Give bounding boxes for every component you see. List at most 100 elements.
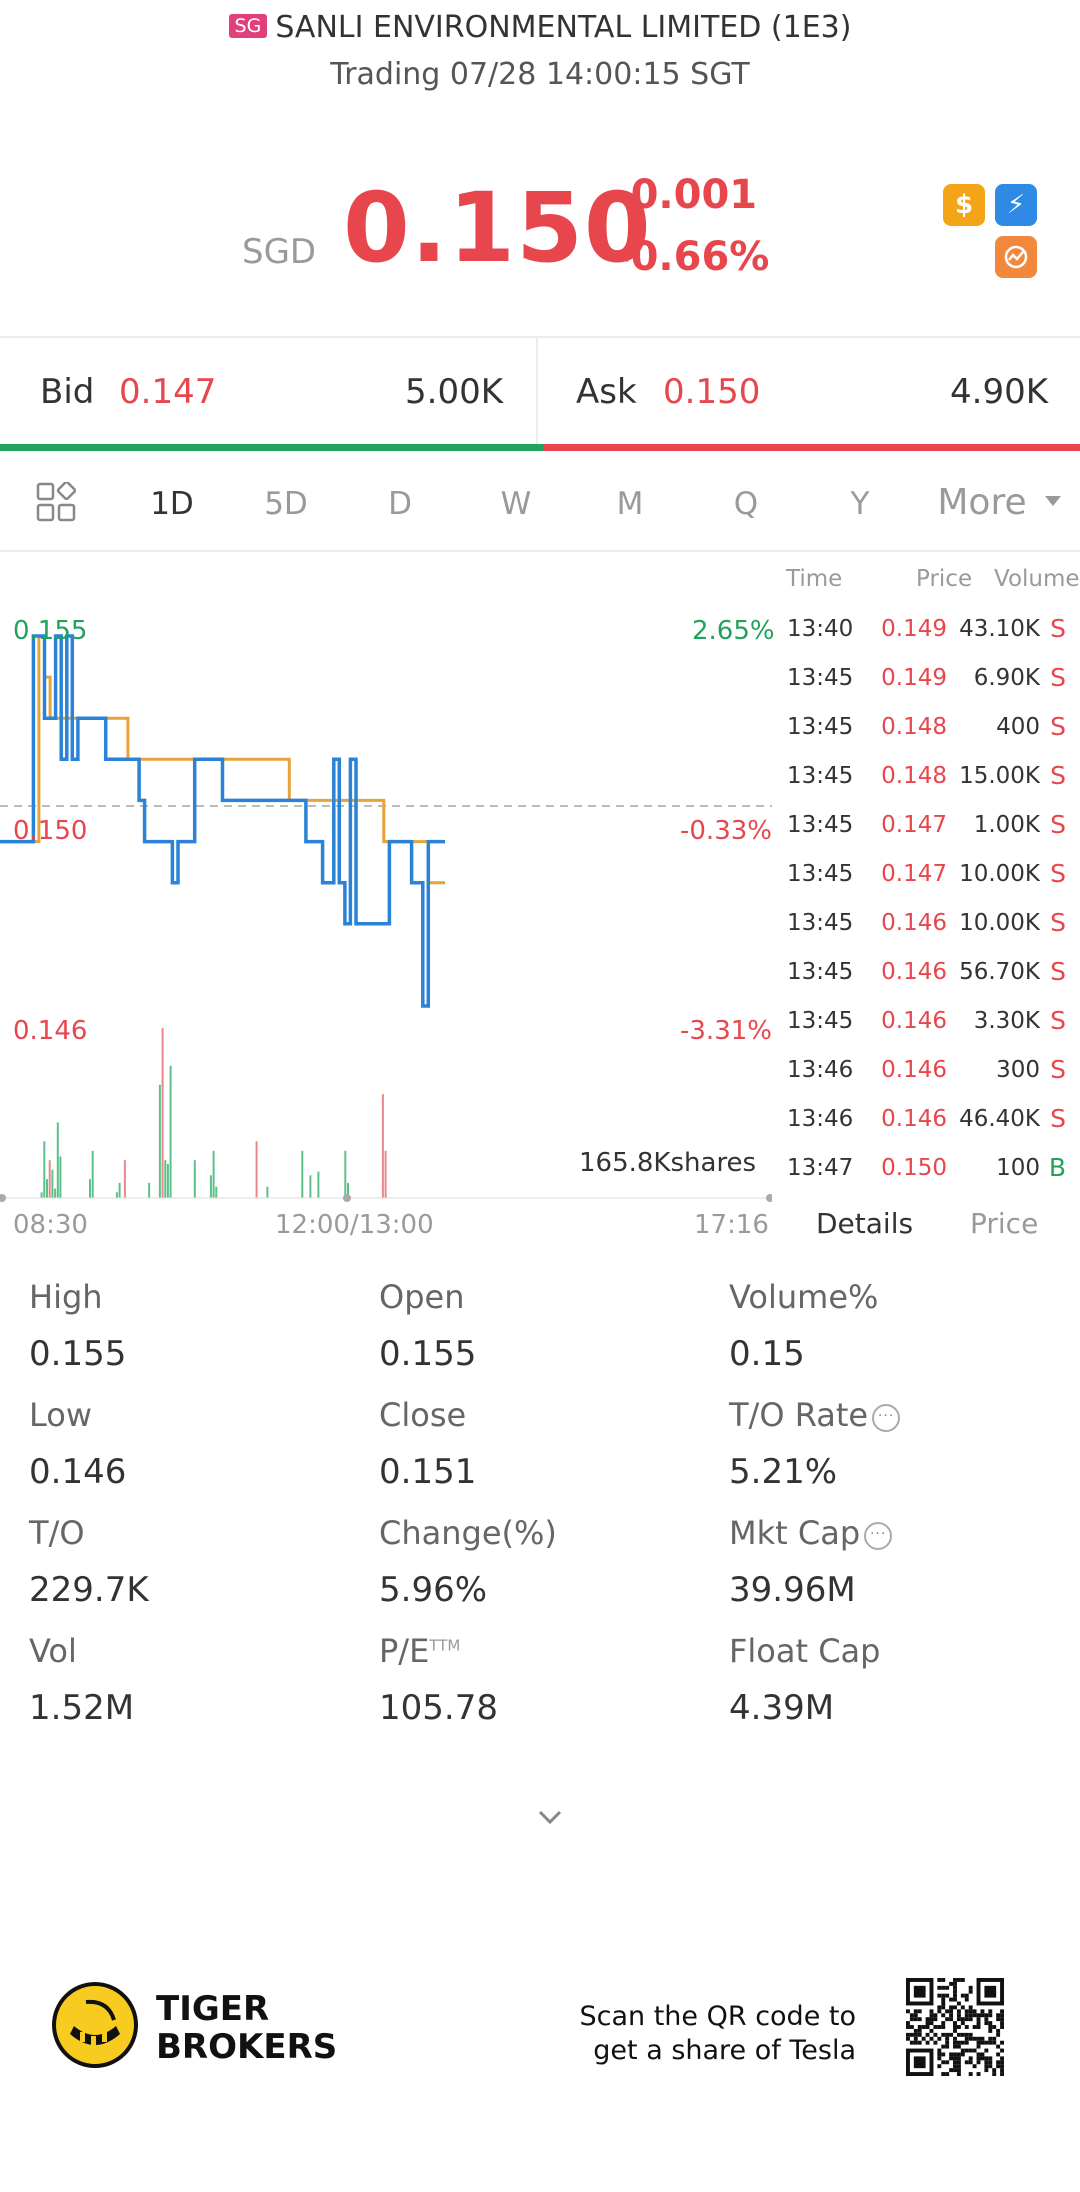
- x-label-lunch: 12:00/13:00: [275, 1210, 434, 1240]
- mkt-cap-label: Mkt Cap: [729, 1514, 861, 1552]
- mkt-cap-value: 39.96M: [729, 1570, 856, 1610]
- last-price: 0.150: [343, 172, 652, 284]
- trade-side: S: [1050, 663, 1066, 692]
- float-cap-value: 4.39M: [729, 1688, 835, 1728]
- tab-w[interactable]: W: [500, 486, 532, 522]
- ask-strength-bar: [544, 444, 1080, 451]
- to-rate-label-group: T/O Rate ···: [729, 1396, 901, 1434]
- trade-price: 0.149: [881, 665, 947, 691]
- low-label: Low: [29, 1396, 93, 1434]
- pct-label-high: 2.65%: [692, 616, 775, 646]
- trade-side: S: [1050, 761, 1066, 790]
- low-value: 0.146: [29, 1452, 127, 1492]
- high-label: High: [29, 1278, 103, 1316]
- info-icon[interactable]: ···: [864, 1522, 893, 1550]
- trade-side: S: [1050, 712, 1066, 741]
- tab-y[interactable]: Y: [850, 486, 870, 522]
- change-pct-label: Change(%): [379, 1514, 557, 1552]
- brand-line-1: TIGER: [156, 1989, 270, 2029]
- pe-value: 105.78: [379, 1688, 498, 1728]
- high-value: 0.155: [29, 1334, 127, 1374]
- trade-time: 13:40: [787, 616, 854, 642]
- tab-5d[interactable]: 5D: [264, 486, 308, 522]
- trade-volume: 300: [996, 1057, 1040, 1083]
- header: SG SANLI ENVIRONMENTAL LIMITED (1E3) Trad…: [0, 0, 1080, 110]
- bid-strength-bar: [0, 444, 544, 451]
- price-change-percent: -0.66%: [614, 234, 770, 280]
- trade-side: S: [1050, 859, 1066, 888]
- volume-total-label: 165.8Kshares: [579, 1148, 757, 1178]
- flash-icon[interactable]: ⚡: [995, 184, 1037, 226]
- trade-price: 0.148: [881, 763, 947, 789]
- trade-volume: 43.10K: [959, 616, 1040, 642]
- x-label-open: 08:30: [13, 1210, 88, 1240]
- trade-side: S: [1050, 1055, 1066, 1084]
- chart-badge-icon[interactable]: [995, 236, 1037, 278]
- footer-promo: TIGER BROKERS Scan the QR code to get a …: [0, 1962, 1080, 2122]
- trade-row: 13:45 0.146 56.70K S: [772, 957, 1080, 1007]
- chevron-down-icon[interactable]: [1045, 496, 1061, 506]
- bid-quantity: 5.00K: [405, 372, 503, 412]
- pe-label: P/E: [379, 1632, 430, 1670]
- trade-time: 13:45: [787, 665, 854, 691]
- trade-row: 13:45 0.147 10.00K S: [772, 859, 1080, 909]
- axis-dot-mid: [343, 1194, 351, 1202]
- trade-volume: 1.00K: [973, 812, 1040, 838]
- trade-side: S: [1050, 810, 1066, 839]
- expand-chevron-icon[interactable]: [536, 1803, 564, 1831]
- pe-label-group: P/ETTM: [379, 1632, 460, 1670]
- trade-row: 13:46 0.146 300 S: [772, 1055, 1080, 1105]
- bid-ask-divider: [536, 338, 538, 446]
- trade-row: 13:47 0.150 100 B: [772, 1153, 1080, 1203]
- chart-layout-icon[interactable]: [36, 482, 76, 522]
- pct-label-mid: -0.33%: [680, 816, 772, 846]
- pct-label-low: -3.31%: [680, 1016, 772, 1046]
- volume-bars: [40, 1028, 387, 1198]
- trade-volume: 46.40K: [959, 1106, 1040, 1132]
- trade-time: 13:45: [787, 1008, 854, 1034]
- tab-q[interactable]: Q: [733, 486, 759, 522]
- scan-text: Scan the QR code to get a share of Tesla: [540, 2000, 856, 2068]
- qr-code-icon: [906, 1978, 1004, 2076]
- y-label-mid: 0.150: [13, 816, 88, 846]
- trade-price: 0.146: [881, 1057, 947, 1083]
- ask-quantity: 4.90K: [950, 372, 1048, 412]
- trade-price: 0.150: [881, 1155, 947, 1181]
- ask-price: 0.150: [663, 372, 761, 412]
- currency-label: SGD: [242, 232, 317, 272]
- open-value: 0.155: [379, 1334, 477, 1374]
- dollar-icon[interactable]: $: [943, 184, 985, 226]
- vol-label: Vol: [29, 1632, 77, 1670]
- trade-price: 0.146: [881, 910, 947, 936]
- trade-row: 13:45 0.149 6.90K S: [772, 663, 1080, 713]
- vol-value: 1.52M: [29, 1688, 135, 1728]
- trade-side: S: [1050, 1104, 1066, 1133]
- trade-side: S: [1050, 957, 1066, 986]
- intraday-chart[interactable]: 0.155 0.150 0.146 2.65% -0.33% -3.31% 16…: [0, 554, 775, 1240]
- time-and-sales[interactable]: Time Price Volume 13:40 0.149 43.10K S 13:45…: [772, 554, 1080, 1234]
- info-icon[interactable]: ···: [872, 1404, 901, 1432]
- price-line: [0, 634, 445, 1008]
- col-time: Time: [786, 566, 843, 592]
- trade-row: 13:45 0.146 3.30K S: [772, 1006, 1080, 1056]
- brand-line-2: BROKERS: [156, 2027, 338, 2067]
- pe-ttm-sup: TTM: [429, 1636, 461, 1655]
- bid-label: Bid: [40, 372, 95, 412]
- trade-time: 13:45: [787, 812, 854, 838]
- trade-time: 13:46: [787, 1057, 854, 1083]
- volume-pct-value: 0.15: [729, 1334, 805, 1374]
- tab-price[interactable]: Price: [970, 1207, 1039, 1240]
- tab-d[interactable]: D: [388, 486, 412, 522]
- turnover-label: T/O: [29, 1514, 85, 1552]
- trade-row: 13:45 0.146 10.00K S: [772, 908, 1080, 958]
- tab-1d[interactable]: 1D: [150, 486, 194, 522]
- trade-volume: 400: [996, 714, 1040, 740]
- trade-time: 13:45: [787, 861, 854, 887]
- intraday-chart-svg: [0, 634, 774, 1202]
- open-label: Open: [379, 1278, 465, 1316]
- tab-details[interactable]: Details: [816, 1207, 914, 1240]
- trading-status: Trading 07/28 14:00:15 SGT: [330, 57, 750, 92]
- tab-more[interactable]: More: [937, 482, 1027, 523]
- tab-m[interactable]: M: [616, 486, 644, 522]
- axis-dot-start: [0, 1194, 6, 1202]
